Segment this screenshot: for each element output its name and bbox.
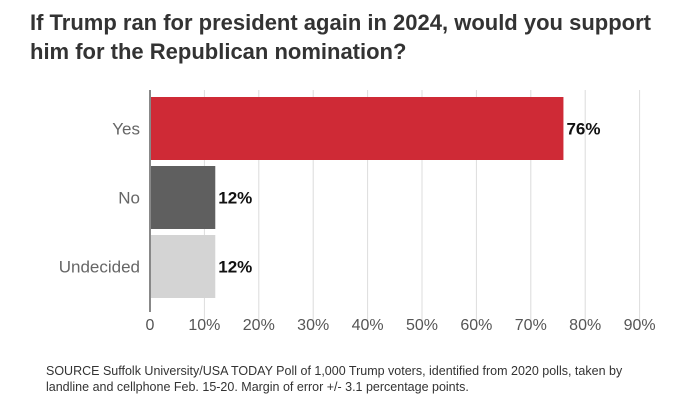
x-tick-label-50: 50% (406, 317, 438, 334)
x-tick-label-70: 70% (515, 317, 547, 334)
x-tick-label-0: 0 (146, 317, 155, 334)
source-note: SOURCE Suffolk University/USA TODAY Poll… (46, 364, 623, 394)
category-label-no: No (118, 189, 140, 208)
x-tick-label-40: 40% (352, 317, 384, 334)
chart-title: If Trump ran for president again in 2024… (30, 10, 651, 64)
category-label-undecided: Undecided (59, 258, 140, 277)
bars (150, 97, 564, 298)
bar-yes (150, 97, 564, 160)
x-tick-label-20: 20% (243, 317, 275, 334)
x-tick-label-10: 10% (188, 317, 220, 334)
x-tick-label-60: 60% (460, 317, 492, 334)
data-label-yes: 76% (566, 120, 600, 139)
data-labels: 76% 12% 12% (218, 120, 600, 277)
data-label-no: 12% (218, 189, 252, 208)
x-tick-labels: 0 10% 20% 30% 40% 50% 60% 70% 80% 90% (146, 317, 656, 334)
data-label-undecided: 12% (218, 258, 252, 277)
category-labels: Yes No Undecided (59, 120, 140, 277)
x-tick-label-30: 30% (297, 317, 329, 334)
x-tick-label-90: 90% (624, 317, 656, 334)
bar-undecided (150, 235, 216, 298)
category-label-yes: Yes (112, 120, 140, 139)
x-tick-label-80: 80% (569, 317, 601, 334)
bar-no (150, 166, 216, 229)
